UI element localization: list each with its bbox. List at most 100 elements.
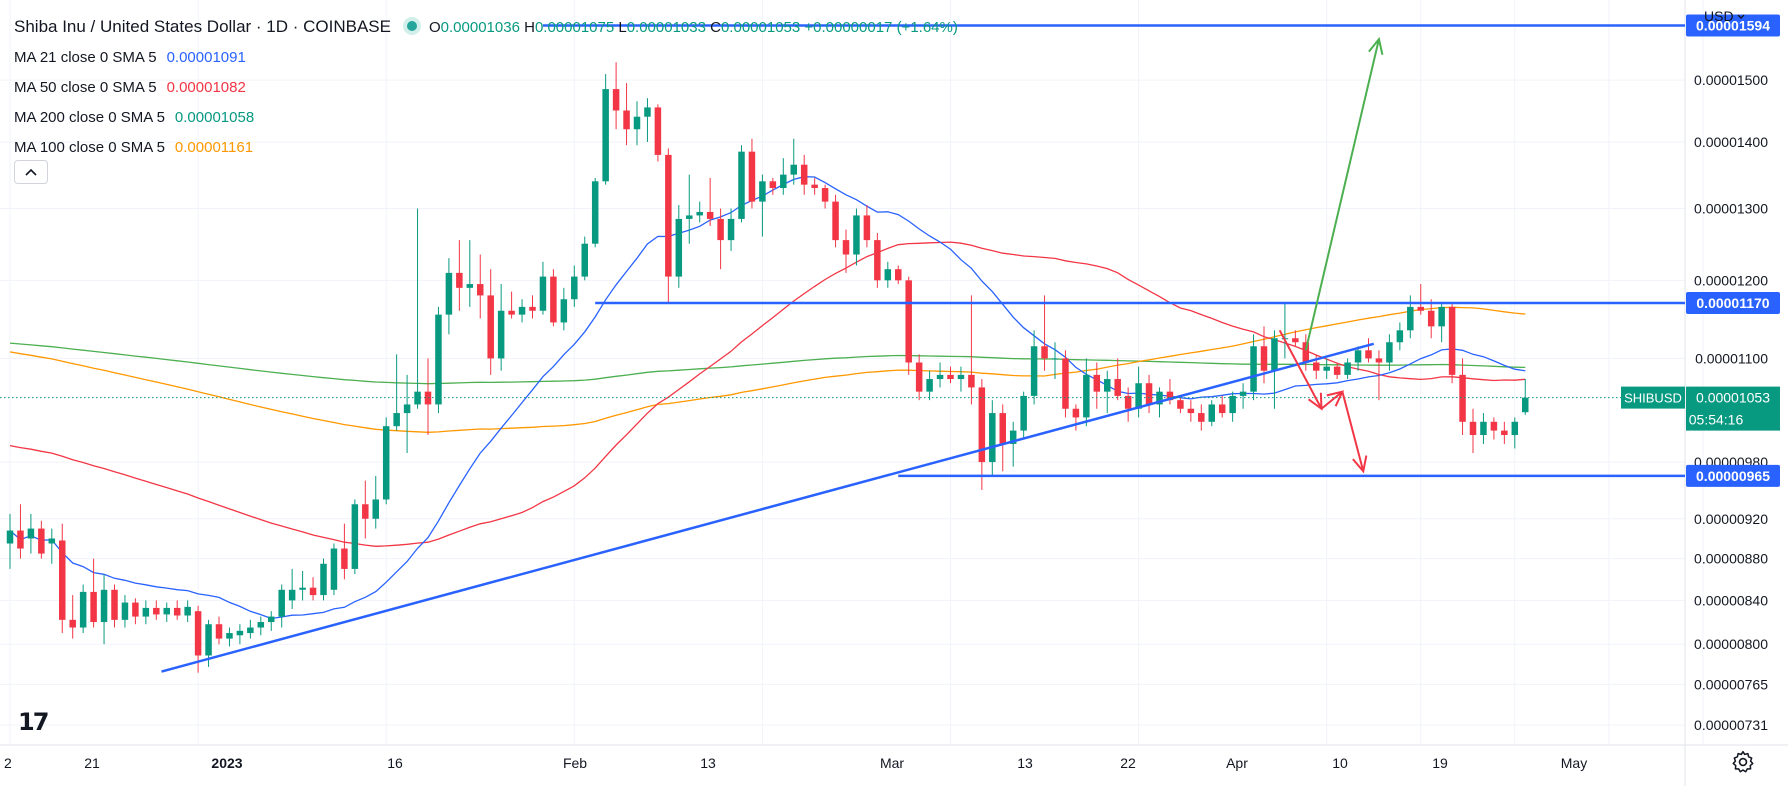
candle-body[interactable]: [842, 240, 850, 255]
candle-body[interactable]: [957, 374, 965, 380]
candle-body[interactable]: [1375, 358, 1383, 363]
currency-selector[interactable]: USD: [1704, 8, 1746, 24]
candle-body[interactable]: [1009, 430, 1017, 444]
candle-body[interactable]: [236, 630, 244, 636]
candle-body[interactable]: [1135, 383, 1142, 409]
candle-body[interactable]: [1271, 338, 1278, 371]
candle-body[interactable]: [800, 164, 808, 185]
candle-body[interactable]: [623, 110, 630, 130]
candle-body[interactable]: [132, 602, 139, 617]
candle-body[interactable]: [215, 624, 223, 639]
tradingview-logo[interactable]: 17: [18, 708, 49, 736]
candle-body[interactable]: [717, 218, 724, 241]
candle-body[interactable]: [1469, 421, 1477, 436]
candle-body[interactable]: [665, 154, 672, 277]
candle-body[interactable]: [591, 181, 599, 244]
candle-body[interactable]: [832, 201, 839, 241]
candle-body[interactable]: [571, 276, 578, 300]
bearish-arrow-small[interactable]: [1278, 329, 1323, 410]
candle-body[interactable]: [1448, 306, 1456, 375]
candle-body[interactable]: [978, 387, 986, 463]
candle-body[interactable]: [947, 374, 954, 380]
candle-body[interactable]: [811, 184, 818, 189]
candle-body[interactable]: [27, 528, 35, 539]
symbol-title[interactable]: Shiba Inu / United States Dollar · 1D · …: [14, 17, 391, 36]
gear-icon[interactable]: [1730, 749, 1756, 775]
candle-body[interactable]: [69, 619, 76, 628]
candle-body[interactable]: [403, 404, 411, 414]
candle-body[interactable]: [644, 107, 651, 117]
candle-body[interactable]: [1124, 395, 1132, 409]
candle-body[interactable]: [936, 374, 944, 380]
candle-body[interactable]: [382, 426, 390, 500]
candle-body[interactable]: [654, 107, 662, 155]
candle-body[interactable]: [1522, 397, 1529, 413]
candle-body[interactable]: [121, 602, 129, 620]
candle-body[interactable]: [1041, 346, 1048, 359]
candle-body[interactable]: [790, 164, 798, 175]
candle-body[interactable]: [602, 89, 609, 182]
candle-body[interactable]: [1480, 421, 1487, 436]
candle-body[interactable]: [320, 563, 327, 596]
candle-body[interactable]: [769, 181, 777, 189]
candle-body[interactable]: [780, 174, 787, 189]
candle-body[interactable]: [1260, 346, 1268, 371]
candle-body[interactable]: [738, 151, 745, 219]
candle-body[interactable]: [1208, 404, 1216, 422]
indicator-ma21[interactable]: MA 21 close 0 SMA 5 0.00001091: [14, 43, 958, 73]
candle-body[interactable]: [1417, 306, 1425, 311]
candle-body[interactable]: [477, 284, 484, 296]
candle-body[interactable]: [1072, 408, 1080, 418]
candle-body[interactable]: [1292, 338, 1299, 343]
candle-body[interactable]: [748, 151, 756, 202]
candle-body[interactable]: [1020, 395, 1027, 431]
candle-body[interactable]: [727, 218, 735, 241]
candle-body[interactable]: [1407, 306, 1414, 331]
candle-body[interactable]: [518, 306, 526, 315]
candle-body[interactable]: [1396, 330, 1404, 343]
candle-body[interactable]: [351, 504, 359, 569]
candle-body[interactable]: [414, 391, 421, 405]
candle-body[interactable]: [184, 606, 191, 616]
candle-body[interactable]: [1459, 374, 1466, 422]
candle-body[interactable]: [1051, 358, 1059, 360]
candle-body[interactable]: [1145, 383, 1153, 405]
candle-body[interactable]: [330, 548, 338, 590]
candle-body[interactable]: [1427, 310, 1435, 327]
candle-body[interactable]: [696, 211, 703, 216]
bearish-arrow-link[interactable]: [1320, 390, 1344, 410]
candle-body[interactable]: [1250, 346, 1257, 392]
candle-body[interactable]: [1187, 408, 1195, 414]
candle-body[interactable]: [706, 211, 714, 219]
candle-body[interactable]: [686, 215, 693, 219]
candle-body[interactable]: [1030, 346, 1038, 396]
candle-body[interactable]: [288, 589, 296, 601]
candle-body[interactable]: [362, 504, 369, 519]
candle-body[interactable]: [1365, 350, 1372, 359]
candle-body[interactable]: [445, 272, 453, 315]
candle-body[interactable]: [173, 607, 181, 616]
candle-body[interactable]: [1344, 362, 1351, 375]
candle-body[interactable]: [90, 591, 97, 623]
candle-body[interactable]: [1177, 400, 1184, 409]
candle-body[interactable]: [853, 215, 860, 255]
candle-body[interactable]: [435, 314, 442, 405]
indicator-ma100[interactable]: MA 100 close 0 SMA 5 0.00001161: [14, 133, 958, 163]
candle-body[interactable]: [1062, 358, 1069, 409]
candle-body[interactable]: [529, 306, 536, 311]
candle-body[interactable]: [38, 528, 45, 554]
candle-body[interactable]: [247, 627, 254, 634]
candle-body[interactable]: [1104, 379, 1111, 392]
candle-body[interactable]: [6, 530, 14, 544]
candle-body[interactable]: [1490, 421, 1498, 431]
candle-body[interactable]: [999, 413, 1007, 444]
bullish-arrow[interactable]: [1304, 38, 1380, 351]
candle-body[interactable]: [759, 181, 766, 202]
candle-body[interactable]: [508, 310, 515, 315]
candle-body[interactable]: [456, 272, 463, 288]
candle-body[interactable]: [612, 89, 620, 111]
candle-body[interactable]: [895, 269, 902, 281]
collapse-legend-button[interactable]: [14, 160, 48, 184]
candle-body[interactable]: [1198, 413, 1205, 422]
candle-body[interactable]: [1083, 374, 1090, 418]
